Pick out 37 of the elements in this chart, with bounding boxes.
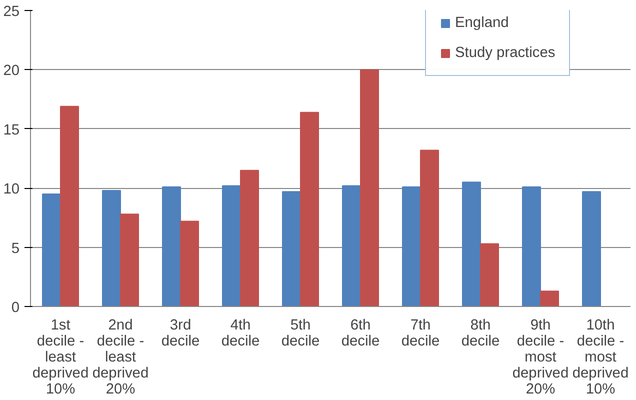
bar [480,243,499,306]
legend-label: England [455,15,509,31]
bar [582,191,601,306]
bar [180,220,199,306]
x-tick-label: 1st decile - least deprived 10% [32,318,89,398]
bar [102,190,121,306]
x-tick-label: 10th decile - most deprived 10% [572,318,629,398]
bar [360,69,379,306]
bar [402,186,421,306]
y-tick-label: 20 [3,63,20,80]
y-tick-label: 15 [3,122,20,138]
y-tick-label: 0 [11,300,20,316]
x-tick-label: 4th decile [221,318,260,350]
bar [342,185,361,306]
bar [42,194,61,306]
bar [222,185,241,306]
y-tick-label: 5 [11,240,20,257]
y-tick-label: 10 [3,182,20,198]
bar [540,290,559,306]
x-tick-label: 6th decile [341,318,380,350]
bar [282,191,301,306]
bar [60,106,79,306]
x-tick-label: 8th decile [461,318,500,350]
x-tick-label: 5th decile [281,318,320,350]
x-tick-label: 3rd decile [161,318,200,350]
bar [300,112,319,306]
bar [420,150,439,306]
bar [240,170,259,306]
legend-label: Study practices [455,45,556,61]
y-tick-label: 25 [3,4,20,20]
bar [120,214,139,306]
bar [462,182,481,306]
x-tick-label: 9th decile - most deprived 20% [512,318,569,398]
bar [162,186,181,306]
x-tick-label: 2nd decile - least deprived 20% [92,318,149,398]
bar [522,186,541,306]
x-tick-label: 7th decile [401,318,440,350]
